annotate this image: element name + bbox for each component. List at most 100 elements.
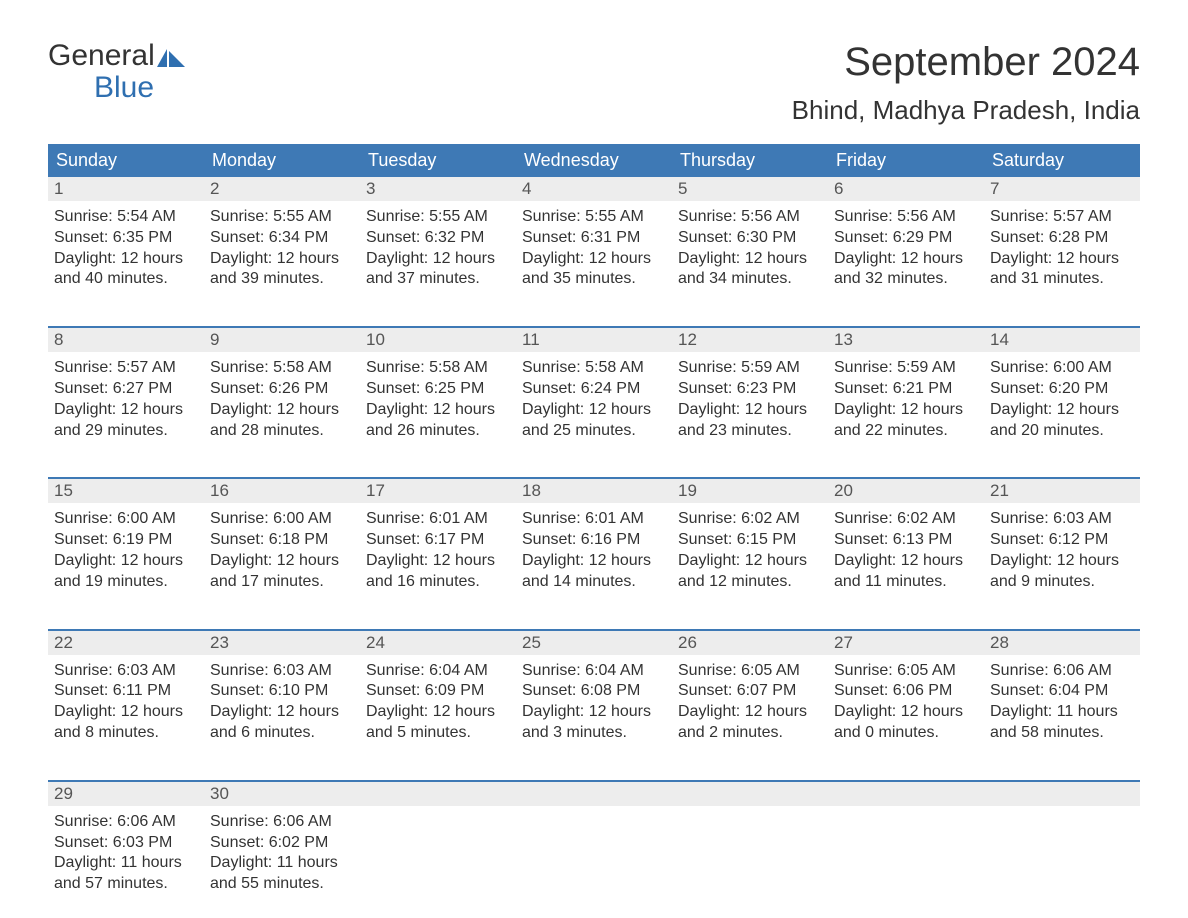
sunset-text: Sunset: 6:08 PM	[522, 681, 666, 702]
sunset-text: Sunset: 6:27 PM	[54, 379, 198, 400]
daynum-cell: 5	[672, 177, 828, 201]
brand-logo: General Blue	[48, 40, 185, 103]
daylight-text-2: and 8 minutes.	[54, 723, 198, 744]
sunset-text: Sunset: 6:28 PM	[990, 228, 1134, 249]
sunrise-text: Sunrise: 5:56 AM	[678, 207, 822, 228]
daylight-text-2: and 31 minutes.	[990, 269, 1134, 290]
daylight-text-1: Daylight: 12 hours	[990, 551, 1134, 572]
daynum-cell	[360, 782, 516, 806]
daynum-cell: 13	[828, 328, 984, 352]
daylight-text-1: Daylight: 12 hours	[678, 400, 822, 421]
sunset-text: Sunset: 6:09 PM	[366, 681, 510, 702]
daylight-text-2: and 57 minutes.	[54, 874, 198, 895]
daynum-cell: 8	[48, 328, 204, 352]
sunrise-text: Sunrise: 5:58 AM	[366, 358, 510, 379]
calendar: Sunday Monday Tuesday Wednesday Thursday…	[48, 144, 1140, 913]
content-row: Sunrise: 5:57 AMSunset: 6:27 PMDaylight:…	[48, 352, 1140, 459]
day-cell: Sunrise: 6:06 AMSunset: 6:02 PMDaylight:…	[204, 806, 360, 913]
sunset-text: Sunset: 6:32 PM	[366, 228, 510, 249]
daylight-text-1: Daylight: 12 hours	[54, 702, 198, 723]
daylight-text-1: Daylight: 12 hours	[834, 551, 978, 572]
sunset-text: Sunset: 6:16 PM	[522, 530, 666, 551]
sunrise-text: Sunrise: 6:06 AM	[210, 812, 354, 833]
daylight-text-1: Daylight: 12 hours	[366, 551, 510, 572]
sunrise-text: Sunrise: 5:58 AM	[210, 358, 354, 379]
day-cell: Sunrise: 5:59 AMSunset: 6:21 PMDaylight:…	[828, 352, 984, 459]
day-cell: Sunrise: 6:00 AMSunset: 6:19 PMDaylight:…	[48, 503, 204, 610]
daylight-text-2: and 0 minutes.	[834, 723, 978, 744]
daynum-cell: 28	[984, 631, 1140, 655]
daylight-text-2: and 34 minutes.	[678, 269, 822, 290]
daylight-text-2: and 29 minutes.	[54, 421, 198, 442]
day-cell: Sunrise: 6:06 AMSunset: 6:03 PMDaylight:…	[48, 806, 204, 913]
daylight-text-1: Daylight: 12 hours	[834, 702, 978, 723]
sunrise-text: Sunrise: 5:57 AM	[990, 207, 1134, 228]
week-row: 22232425262728Sunrise: 6:03 AMSunset: 6:…	[48, 629, 1140, 762]
sunset-text: Sunset: 6:15 PM	[678, 530, 822, 551]
sunset-text: Sunset: 6:12 PM	[990, 530, 1134, 551]
daynum-row: 15161718192021	[48, 479, 1140, 503]
daylight-text-2: and 20 minutes.	[990, 421, 1134, 442]
daylight-text-2: and 23 minutes.	[678, 421, 822, 442]
daynum-row: 22232425262728	[48, 631, 1140, 655]
sunset-text: Sunset: 6:06 PM	[834, 681, 978, 702]
daynum-row: 891011121314	[48, 328, 1140, 352]
day-cell: Sunrise: 6:02 AMSunset: 6:13 PMDaylight:…	[828, 503, 984, 610]
daynum-cell: 9	[204, 328, 360, 352]
sunset-text: Sunset: 6:30 PM	[678, 228, 822, 249]
sunset-text: Sunset: 6:29 PM	[834, 228, 978, 249]
daynum-cell: 2	[204, 177, 360, 201]
daylight-text-2: and 5 minutes.	[366, 723, 510, 744]
daylight-text-2: and 32 minutes.	[834, 269, 978, 290]
day-cell: Sunrise: 5:56 AMSunset: 6:29 PMDaylight:…	[828, 201, 984, 308]
sunset-text: Sunset: 6:34 PM	[210, 228, 354, 249]
daynum-cell: 15	[48, 479, 204, 503]
daynum-row: 2930	[48, 782, 1140, 806]
daylight-text-1: Daylight: 12 hours	[678, 702, 822, 723]
topbar: General Blue September 2024 Bhind, Madhy…	[48, 40, 1140, 126]
location-text: Bhind, Madhya Pradesh, India	[792, 95, 1140, 126]
sunrise-text: Sunrise: 6:03 AM	[210, 661, 354, 682]
daylight-text-1: Daylight: 12 hours	[366, 702, 510, 723]
content-row: Sunrise: 6:00 AMSunset: 6:19 PMDaylight:…	[48, 503, 1140, 610]
daylight-text-1: Daylight: 12 hours	[990, 249, 1134, 270]
sunset-text: Sunset: 6:11 PM	[54, 681, 198, 702]
day-header: Friday	[828, 144, 984, 177]
sunrise-text: Sunrise: 6:00 AM	[210, 509, 354, 530]
sunset-text: Sunset: 6:07 PM	[678, 681, 822, 702]
sunrise-text: Sunrise: 5:55 AM	[522, 207, 666, 228]
day-cell: Sunrise: 6:01 AMSunset: 6:17 PMDaylight:…	[360, 503, 516, 610]
daynum-cell	[828, 782, 984, 806]
day-cell: Sunrise: 6:04 AMSunset: 6:08 PMDaylight:…	[516, 655, 672, 762]
day-cell: Sunrise: 6:03 AMSunset: 6:10 PMDaylight:…	[204, 655, 360, 762]
daynum-cell: 29	[48, 782, 204, 806]
day-cell: Sunrise: 6:06 AMSunset: 6:04 PMDaylight:…	[984, 655, 1140, 762]
daynum-cell: 3	[360, 177, 516, 201]
sunrise-text: Sunrise: 5:55 AM	[366, 207, 510, 228]
day-cell: Sunrise: 5:58 AMSunset: 6:24 PMDaylight:…	[516, 352, 672, 459]
sunrise-text: Sunrise: 6:03 AM	[54, 661, 198, 682]
sunrise-text: Sunrise: 6:02 AM	[834, 509, 978, 530]
sunrise-text: Sunrise: 5:54 AM	[54, 207, 198, 228]
daynum-cell: 25	[516, 631, 672, 655]
day-cell: Sunrise: 6:01 AMSunset: 6:16 PMDaylight:…	[516, 503, 672, 610]
daylight-text-1: Daylight: 12 hours	[678, 249, 822, 270]
day-cell: Sunrise: 5:59 AMSunset: 6:23 PMDaylight:…	[672, 352, 828, 459]
brand-word2: Blue	[48, 72, 185, 104]
daylight-text-1: Daylight: 12 hours	[990, 400, 1134, 421]
daynum-row: 1234567	[48, 177, 1140, 201]
sunrise-text: Sunrise: 6:04 AM	[522, 661, 666, 682]
day-header-row: Sunday Monday Tuesday Wednesday Thursday…	[48, 144, 1140, 177]
daylight-text-1: Daylight: 12 hours	[522, 249, 666, 270]
daynum-cell: 6	[828, 177, 984, 201]
daylight-text-2: and 28 minutes.	[210, 421, 354, 442]
daylight-text-1: Daylight: 12 hours	[54, 249, 198, 270]
sunset-text: Sunset: 6:23 PM	[678, 379, 822, 400]
day-header: Sunday	[48, 144, 204, 177]
day-header: Tuesday	[360, 144, 516, 177]
day-cell: Sunrise: 5:56 AMSunset: 6:30 PMDaylight:…	[672, 201, 828, 308]
daylight-text-2: and 6 minutes.	[210, 723, 354, 744]
daylight-text-1: Daylight: 11 hours	[990, 702, 1134, 723]
day-header: Thursday	[672, 144, 828, 177]
daylight-text-1: Daylight: 12 hours	[678, 551, 822, 572]
